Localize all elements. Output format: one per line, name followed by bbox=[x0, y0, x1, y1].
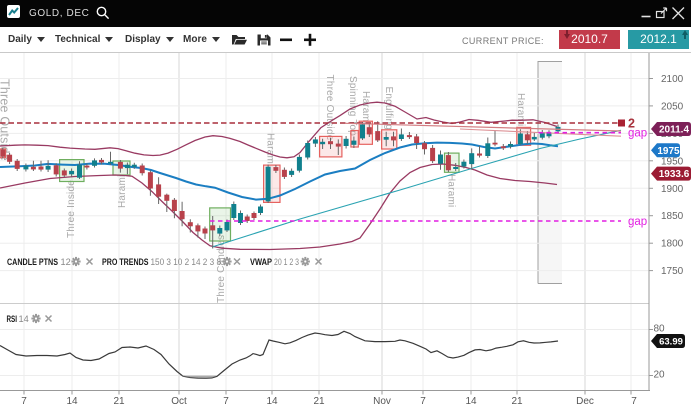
svg-text:Engulfing: Engulfing bbox=[383, 87, 394, 131]
svg-text:1850: 1850 bbox=[661, 211, 684, 222]
svg-text:21: 21 bbox=[511, 396, 523, 407]
svg-text:63.99: 63.99 bbox=[659, 337, 683, 348]
svg-text:1900: 1900 bbox=[661, 184, 684, 195]
svg-text:VWAP: VWAP bbox=[250, 257, 272, 267]
svg-text:CANDLE PTNS: CANDLE PTNS bbox=[7, 257, 58, 267]
svg-text:2100: 2100 bbox=[661, 74, 684, 85]
svg-text:7: 7 bbox=[223, 396, 229, 407]
svg-text:1975: 1975 bbox=[657, 146, 680, 157]
svg-text:1933.6: 1933.6 bbox=[659, 169, 690, 180]
svg-text:Harami: Harami bbox=[360, 91, 371, 124]
svg-text:2011.4: 2011.4 bbox=[659, 125, 689, 136]
svg-text:14: 14 bbox=[465, 396, 477, 407]
svg-text:gap: gap bbox=[628, 128, 647, 140]
svg-text:80: 80 bbox=[654, 324, 666, 335]
svg-text:14: 14 bbox=[66, 396, 78, 407]
svg-text:1750: 1750 bbox=[661, 266, 684, 277]
svg-text:Three Outside: Three Outside bbox=[0, 79, 12, 161]
svg-text:2: 2 bbox=[628, 117, 635, 131]
svg-text:Three Inside: Three Inside bbox=[66, 180, 77, 238]
svg-text:1800: 1800 bbox=[661, 239, 684, 250]
svg-text:20 1 2 3: 20 1 2 3 bbox=[274, 257, 299, 267]
svg-text:21: 21 bbox=[113, 396, 125, 407]
svg-text:7: 7 bbox=[420, 396, 426, 407]
svg-text:14: 14 bbox=[266, 396, 278, 407]
svg-text:Harami: Harami bbox=[117, 175, 128, 208]
svg-text:Three Outside: Three Outside bbox=[324, 75, 335, 141]
svg-text:Dec: Dec bbox=[576, 396, 594, 407]
svg-text:20: 20 bbox=[654, 370, 666, 381]
svg-text:Harami: Harami bbox=[446, 174, 457, 207]
svg-text:7: 7 bbox=[631, 396, 637, 407]
svg-text:14: 14 bbox=[19, 314, 29, 324]
svg-text:Harami: Harami bbox=[515, 93, 526, 126]
svg-text:7: 7 bbox=[21, 396, 27, 407]
svg-text:Nov: Nov bbox=[373, 396, 391, 407]
svg-text:gap: gap bbox=[628, 216, 647, 228]
svg-text:1950: 1950 bbox=[661, 156, 684, 167]
svg-text:2050: 2050 bbox=[661, 101, 684, 112]
svg-text:RSI: RSI bbox=[7, 314, 18, 324]
svg-text:Spinning Top: Spinning Top bbox=[347, 76, 358, 136]
svg-text:PRO TRENDS: PRO TRENDS bbox=[102, 257, 149, 267]
svg-text:12: 12 bbox=[61, 257, 71, 267]
svg-text:Oct: Oct bbox=[171, 396, 187, 407]
svg-text:Harami: Harami bbox=[265, 133, 276, 166]
svg-text:Three Candles: Three Candles bbox=[216, 235, 227, 303]
svg-text:21: 21 bbox=[313, 396, 325, 407]
svg-text:150 3 10 2 14 2 3 8: 150 3 10 2 14 2 3 8 bbox=[151, 257, 222, 267]
